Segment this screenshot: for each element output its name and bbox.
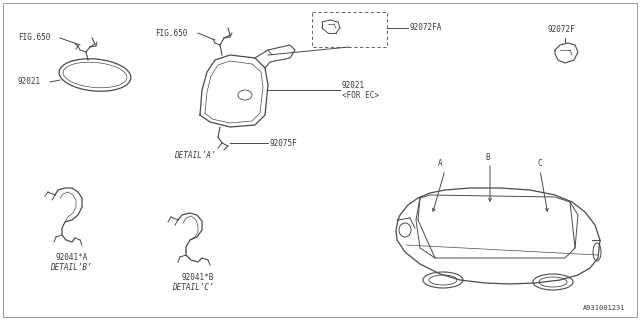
Text: 92075F: 92075F — [270, 139, 298, 148]
Text: A931001231: A931001231 — [582, 305, 625, 311]
Bar — [312, 12, 387, 47]
Text: DETAIL’B’: DETAIL’B’ — [50, 262, 92, 271]
Text: 92072FA: 92072FA — [410, 23, 442, 33]
Text: DETAIL’A’: DETAIL’A’ — [174, 150, 216, 159]
Text: C: C — [538, 158, 542, 167]
Text: 92021: 92021 — [342, 81, 365, 90]
Text: FIG.650: FIG.650 — [18, 34, 51, 43]
Text: 92072F: 92072F — [548, 26, 576, 35]
Text: A: A — [438, 158, 442, 167]
Text: DETAIL’C’: DETAIL’C’ — [172, 283, 214, 292]
Text: FIG.650: FIG.650 — [155, 28, 188, 37]
Text: 92041*B: 92041*B — [182, 273, 214, 282]
Text: <FOR EC>: <FOR EC> — [342, 92, 379, 100]
Text: 92021: 92021 — [18, 77, 41, 86]
Text: 92041*A: 92041*A — [55, 252, 88, 261]
Text: B: B — [486, 153, 490, 162]
